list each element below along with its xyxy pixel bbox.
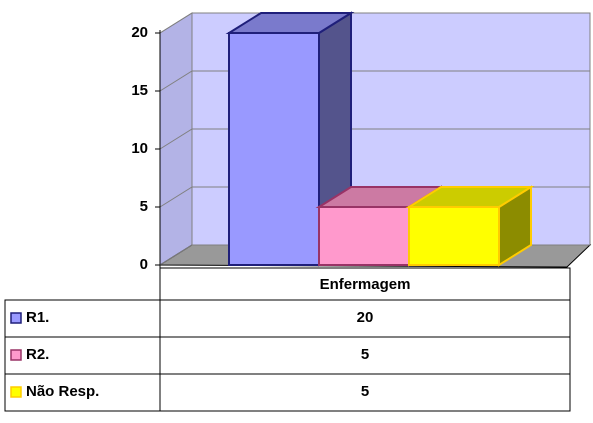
legend-swatch — [10, 312, 22, 324]
bar — [318, 206, 410, 266]
y-tick-label: 20 — [131, 24, 148, 41]
y-tick-label: 10 — [131, 140, 148, 157]
table-value: 5 — [361, 346, 369, 363]
y-tick-label: 0 — [140, 256, 148, 273]
category-label: Enfermagem — [320, 276, 411, 293]
table-value: 20 — [357, 309, 374, 326]
legend-label: R2. — [26, 346, 49, 363]
y-tick-label: 5 — [140, 198, 148, 215]
bar — [228, 32, 320, 266]
grid-line — [159, 128, 590, 150]
legend-swatch — [10, 349, 22, 361]
bar — [408, 206, 500, 266]
y-tick-label: 15 — [131, 82, 148, 99]
data-table: Enfermagem — [4, 267, 571, 412]
table-value: 5 — [361, 383, 369, 400]
grid-line — [159, 12, 590, 34]
legend-label: Não Resp. — [26, 383, 99, 400]
legend-swatch — [10, 386, 22, 398]
grid-line — [159, 70, 590, 92]
legend-label: R1. — [26, 309, 49, 326]
bars — [225, 11, 535, 267]
